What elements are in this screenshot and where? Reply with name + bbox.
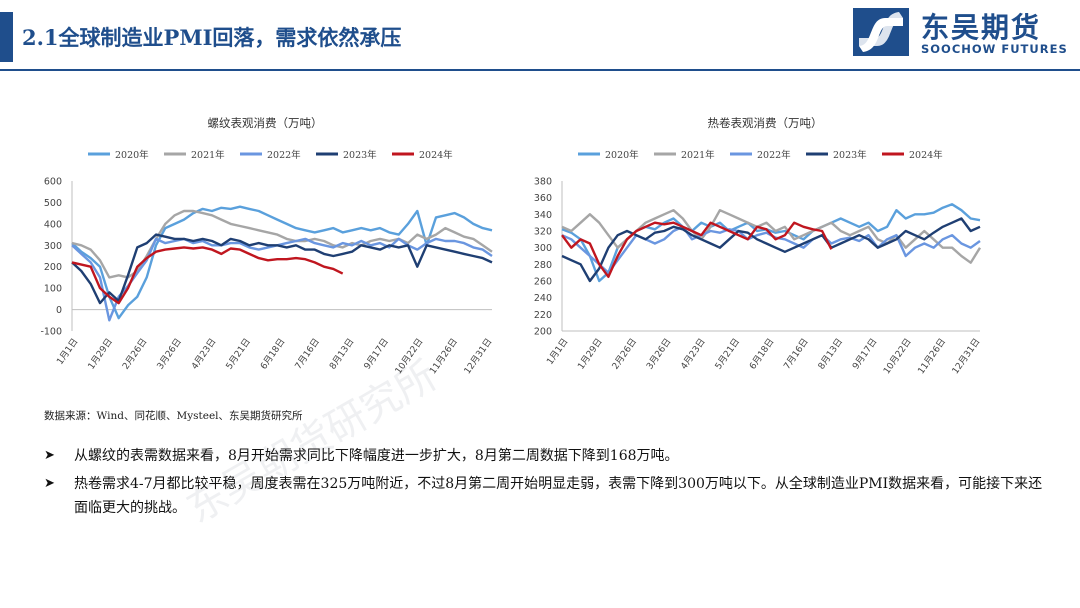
y-tick-label: 0: [56, 305, 62, 316]
logo-text-en: SOOCHOW FUTURES: [921, 42, 1068, 56]
x-tick-label: 8月13日: [327, 336, 356, 371]
legend-label: 2021年: [191, 149, 225, 161]
legend-label: 2020年: [605, 149, 639, 161]
company-logo: 东吴期货 SOOCHOW FUTURES: [851, 6, 1068, 58]
y-tick-label: 400: [44, 219, 62, 230]
x-tick-label: 11月26日: [427, 336, 459, 376]
x-tick-label: 1月29日: [86, 336, 115, 371]
x-tick-label: 7月16日: [782, 336, 811, 371]
x-tick-label: 6月18日: [747, 336, 776, 371]
bullet-list: ➤ 从螺纹的表需数据来看，8月开始需求同比下降幅度进一步扩大，8月第二周数据下降…: [44, 444, 1044, 524]
series-line-2024年: [71, 246, 344, 305]
title-rule: [0, 69, 1080, 71]
series-line-2020年: [71, 205, 493, 320]
bullet-item: ➤ 热卷需求4-7月都比较平稳，周度表需在325万吨附近，不过8月第二周开始明显…: [44, 472, 1044, 520]
x-tick-label: 9月17日: [850, 336, 879, 371]
y-tick-label: 320: [534, 227, 552, 238]
logo-mark-icon: [853, 8, 909, 56]
x-tick-label: 2月26日: [610, 336, 639, 371]
legend-label: 2021年: [681, 149, 715, 161]
x-tick-label: 8月13日: [816, 336, 845, 371]
y-tick-label: 340: [534, 210, 552, 221]
x-tick-label: 9月17日: [362, 336, 391, 371]
x-tick-label: 4月23日: [189, 336, 218, 371]
legend-label: 2024年: [909, 149, 943, 161]
y-tick-label: 380: [534, 177, 552, 188]
x-tick-label: 3月26日: [155, 336, 184, 371]
x-tick-label: 12月31日: [950, 336, 982, 376]
y-tick-label: 300: [44, 241, 62, 252]
x-tick-label: 5月21日: [224, 336, 253, 371]
y-tick-label: 200: [534, 327, 552, 338]
page-title: 2.1全球制造业PMI回落，需求依然承压: [22, 25, 402, 50]
bullet-text: 从螺纹的表需数据来看，8月开始需求同比下降幅度进一步扩大，8月第二周数据下降到1…: [74, 448, 679, 464]
y-tick-label: 260: [534, 277, 552, 288]
series-line-2023年: [71, 233, 493, 305]
series-line-2022年: [71, 237, 493, 322]
y-tick-label: 280: [534, 260, 552, 271]
y-tick-label: 300: [534, 243, 552, 254]
legend-label: 2020年: [115, 149, 149, 161]
x-tick-label: 2月26日: [120, 336, 149, 371]
series-line-2024年: [561, 221, 833, 279]
x-tick-label: 10月22日: [393, 336, 425, 376]
x-tick-label: 1月29日: [576, 336, 605, 371]
x-tick-label: 10月22日: [881, 336, 913, 376]
x-tick-label: 11月26日: [916, 336, 948, 376]
x-tick-label: 5月21日: [713, 336, 742, 371]
y-tick-label: 100: [44, 284, 62, 295]
chart-title: 热卷表观消费（万吨）: [708, 116, 823, 130]
arrow-bullet-icon: ➤: [44, 476, 55, 491]
title-accent-bar: [0, 12, 13, 62]
legend-label: 2024年: [419, 149, 453, 161]
y-tick-label: 600: [44, 177, 62, 188]
x-tick-label: 12月31日: [462, 336, 494, 376]
y-tick-label: 360: [534, 193, 552, 204]
bullet-text: 热卷需求4-7月都比较平稳，周度表需在325万吨附近，不过8月第二周开始明显走弱…: [74, 476, 1043, 516]
chart-title: 螺纹表观消费（万吨）: [208, 116, 323, 130]
title-bar: 2.1全球制造业PMI回落，需求依然承压: [0, 0, 1080, 71]
y-tick-label: 240: [534, 293, 552, 304]
legend-label: 2023年: [343, 149, 377, 161]
x-tick-label: 4月23日: [679, 336, 708, 371]
x-tick-label: 1月1日: [55, 336, 81, 366]
legend-label: 2023年: [833, 149, 867, 161]
bullet-item: ➤ 从螺纹的表需数据来看，8月开始需求同比下降幅度进一步扩大，8月第二周数据下降…: [44, 444, 1044, 468]
hrc-consumption-chart: 热卷表观消费（万吨） 2020年 2021年 2022年 2023年 2024年 200 22…: [534, 116, 983, 376]
y-tick-label: 500: [44, 198, 62, 209]
x-tick-label: 7月16日: [293, 336, 322, 371]
series-line-2023年: [561, 217, 981, 283]
rebar-consumption-chart: 螺纹表观消费（万吨） 2020年 2021年 2022年 2023年 2024年 -100 0…: [40, 116, 494, 376]
arrow-bullet-icon: ➤: [44, 448, 55, 463]
y-tick-label: -100: [40, 327, 62, 338]
x-tick-label: 1月1日: [545, 336, 571, 366]
y-tick-label: 200: [44, 262, 62, 273]
legend-label: 2022年: [267, 149, 301, 161]
x-tick-label: 6月18日: [258, 336, 287, 371]
x-tick-label: 3月26日: [644, 336, 673, 371]
data-source-note: 数据来源：Wind、同花顺、Mysteel、东吴期货研究所: [44, 410, 303, 422]
legend-label: 2022年: [757, 149, 791, 161]
logo-text-cn: 东吴期货: [921, 11, 1042, 44]
y-tick-label: 220: [534, 310, 552, 321]
